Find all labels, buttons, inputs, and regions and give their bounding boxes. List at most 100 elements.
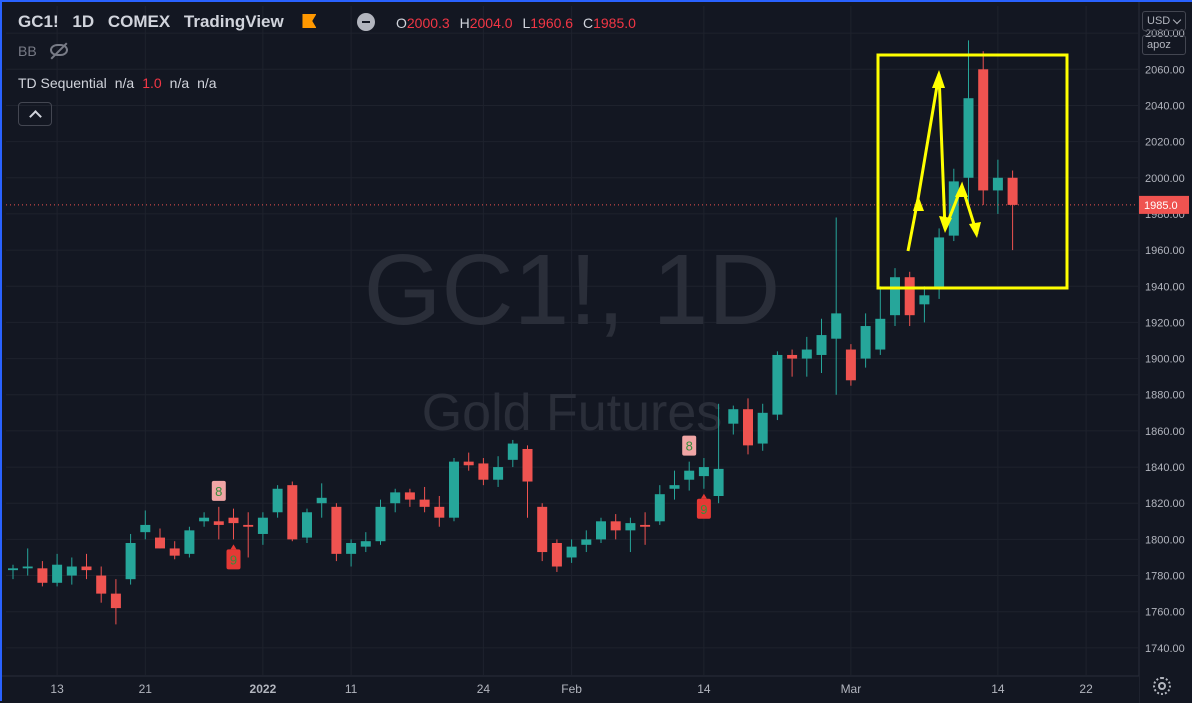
chevron-up-icon[interactable]: [18, 102, 52, 126]
candle-body[interactable]: [199, 517, 210, 522]
candle-body[interactable]: [463, 461, 474, 466]
candle-body[interactable]: [434, 506, 445, 518]
candle-body[interactable]: [125, 543, 136, 580]
td-marker-label: 8: [215, 484, 222, 499]
candle-body[interactable]: [316, 497, 327, 504]
candle-body[interactable]: [640, 524, 651, 527]
candle-body[interactable]: [507, 443, 518, 460]
price-tick-label: 1880.00: [1145, 390, 1185, 402]
arrowhead-icon: [913, 195, 924, 211]
candle-body[interactable]: [184, 530, 195, 554]
time-tick-label: 21: [139, 682, 153, 696]
collapse-indicators-button[interactable]: [357, 13, 375, 31]
candle-body[interactable]: [213, 521, 224, 525]
candle-body[interactable]: [566, 546, 577, 558]
candle-body[interactable]: [992, 177, 1003, 191]
candle-body[interactable]: [860, 326, 871, 359]
time-tick-label: Feb: [561, 682, 582, 696]
candle-body[interactable]: [978, 69, 989, 191]
candle-body[interactable]: [831, 313, 842, 339]
price-tick-label: 2040.00: [1145, 100, 1185, 112]
candle-body[interactable]: [845, 349, 856, 381]
scale-mode-select[interactable]: apoz: [1142, 35, 1186, 55]
candle-body[interactable]: [772, 354, 783, 415]
candle-body[interactable]: [22, 566, 33, 569]
candle-body[interactable]: [96, 575, 107, 594]
candle-body[interactable]: [1007, 177, 1018, 205]
candle-body[interactable]: [919, 295, 930, 305]
highlight-box: [876, 53, 1069, 290]
candle-body[interactable]: [551, 543, 562, 567]
candle-body[interactable]: [243, 524, 254, 527]
currency-select[interactable]: USD: [1142, 11, 1186, 31]
candle-body[interactable]: [654, 494, 665, 522]
candle-body[interactable]: [743, 409, 753, 446]
candle-body[interactable]: [757, 412, 768, 444]
price-tick-label: 1740.00: [1145, 643, 1185, 655]
candle-body[interactable]: [66, 566, 77, 576]
candle-body[interactable]: [404, 492, 415, 500]
candle-body[interactable]: [875, 318, 886, 350]
candle-body[interactable]: [228, 517, 239, 524]
candle-body[interactable]: [801, 349, 812, 359]
candle-body[interactable]: [140, 524, 151, 533]
candle-body[interactable]: [787, 354, 798, 359]
td-value: n/a: [169, 75, 190, 91]
candle-body[interactable]: [287, 485, 298, 540]
candle-body[interactable]: [449, 461, 459, 518]
candle-body[interactable]: [625, 523, 636, 531]
candle-body[interactable]: [257, 517, 268, 534]
candle-body[interactable]: [728, 409, 739, 424]
candle-body[interactable]: [419, 499, 430, 507]
candle-body[interactable]: [610, 521, 621, 531]
td-marker-label: 9: [230, 552, 237, 567]
symbol-header[interactable]: GC1! 1D COMEX TradingView: [18, 12, 317, 32]
candle-body[interactable]: [155, 537, 165, 549]
candle-body[interactable]: [390, 492, 401, 504]
time-axis-background[interactable]: [2, 676, 1139, 703]
candle-body[interactable]: [698, 467, 709, 477]
time-tick-label: 24: [477, 682, 491, 696]
candle-body[interactable]: [8, 568, 18, 571]
candle-body[interactable]: [493, 467, 504, 480]
td-sequential-legend[interactable]: TD Sequential n/a 1.0 n/a n/a: [18, 75, 217, 91]
candle-body[interactable]: [346, 543, 357, 554]
candle-body[interactable]: [596, 521, 606, 540]
bb-indicator-label[interactable]: BB: [18, 43, 37, 59]
close-value: 1985.0: [593, 15, 636, 31]
candle-body[interactable]: [169, 548, 180, 556]
candle-body[interactable]: [360, 541, 371, 547]
time-tick-label: 13: [50, 682, 64, 696]
candle-body[interactable]: [52, 564, 63, 583]
candle-body[interactable]: [110, 593, 121, 609]
candle-body[interactable]: [522, 448, 533, 482]
candle-body[interactable]: [963, 98, 974, 178]
candle-body[interactable]: [816, 335, 827, 355]
time-tick-label: 11: [345, 682, 358, 696]
low-value: 1960.6: [530, 15, 574, 31]
td-sequential-marker: 9: [696, 493, 711, 519]
candle-body[interactable]: [478, 463, 489, 480]
candle-body[interactable]: [81, 566, 92, 571]
td-marker-label: 8: [686, 439, 693, 454]
price-tick-label: 1760.00: [1145, 607, 1185, 619]
hidden-eye-icon[interactable]: [50, 44, 68, 56]
candle-body[interactable]: [581, 539, 592, 545]
candle-body[interactable]: [37, 568, 48, 583]
candle-body[interactable]: [904, 277, 915, 316]
price-axis-background[interactable]: [1139, 2, 1192, 703]
candle-body[interactable]: [537, 506, 548, 553]
candle-body[interactable]: [331, 506, 342, 554]
candle-body[interactable]: [302, 512, 312, 538]
flag-icon[interactable]: [302, 14, 317, 28]
candle-body[interactable]: [272, 488, 283, 513]
arrowhead-icon: [969, 222, 981, 238]
candle-body[interactable]: [375, 506, 386, 542]
candle-body[interactable]: [684, 470, 695, 480]
candle-body[interactable]: [669, 485, 680, 489]
candle-body[interactable]: [934, 237, 945, 289]
gear-icon[interactable]: [1153, 677, 1171, 695]
candle-body[interactable]: [890, 277, 900, 316]
candle-body[interactable]: [713, 468, 724, 496]
